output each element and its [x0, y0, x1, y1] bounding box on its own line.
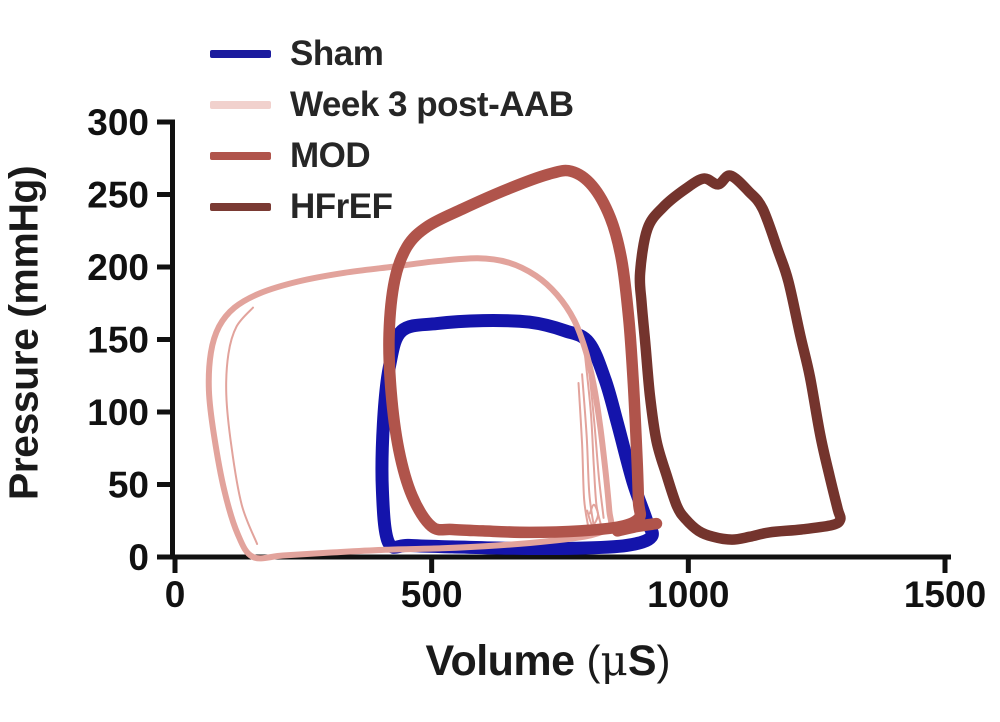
svg-text:150: 150 — [87, 320, 149, 361]
x-axis-label: Volume (μS) — [425, 636, 670, 686]
hfref-line-swatch — [210, 202, 271, 211]
loop-series — [205, 164, 846, 562]
svg-text:1500: 1500 — [904, 574, 986, 615]
x-axis-unit-close-paren: ) — [656, 637, 671, 684]
mod-line-swatch — [210, 151, 271, 160]
week3-line-swatch — [210, 100, 271, 109]
loop-substroke — [577, 382, 590, 528]
svg-text:250: 250 — [87, 175, 149, 216]
svg-text:0: 0 — [128, 537, 149, 578]
sham-line-swatch — [210, 49, 271, 58]
legend-item-week3-post-aab: Week 3 post-AAB — [210, 79, 574, 130]
svg-text:500: 500 — [401, 574, 463, 615]
svg-text:50: 50 — [108, 465, 149, 506]
legend-label: Week 3 post-AAB — [290, 85, 574, 124]
legend-label: HFrEF — [290, 187, 393, 226]
svg-text:200: 200 — [87, 247, 149, 288]
x-axis-label-name: Volume — [425, 637, 575, 685]
loop-hfref — [634, 170, 846, 545]
loop-substroke — [611, 517, 663, 537]
legend-label: MOD — [290, 136, 371, 175]
loop-substroke — [225, 306, 259, 545]
y-axis-label: Pressure (mmHg) — [0, 165, 47, 501]
legend-item-mod: MOD — [210, 130, 574, 181]
legend: Sham Week 3 post-AAB MOD HFrEF — [210, 28, 574, 232]
svg-text:0: 0 — [165, 574, 186, 615]
svg-text:100: 100 — [87, 392, 149, 433]
svg-text:1000: 1000 — [647, 574, 729, 615]
svg-text:300: 300 — [87, 102, 149, 143]
loop-substroke — [586, 503, 599, 527]
x-axis-unit-mu: μ — [600, 636, 628, 685]
loop-week-3-post-aab — [205, 255, 615, 562]
legend-label: Sham — [290, 34, 384, 73]
loop-substroke — [587, 364, 605, 519]
legend-item-hfref: HFrEF — [210, 181, 574, 232]
axes: 0 500 1000 1500 0 50 100 150 200 250 300 — [87, 102, 986, 615]
x-axis-unit-s: S — [627, 637, 657, 685]
loop-substroke — [581, 373, 595, 525]
loop-mod — [383, 164, 647, 539]
legend-item-sham: Sham — [210, 28, 574, 79]
x-axis-unit-open-paren: ( — [586, 637, 601, 684]
